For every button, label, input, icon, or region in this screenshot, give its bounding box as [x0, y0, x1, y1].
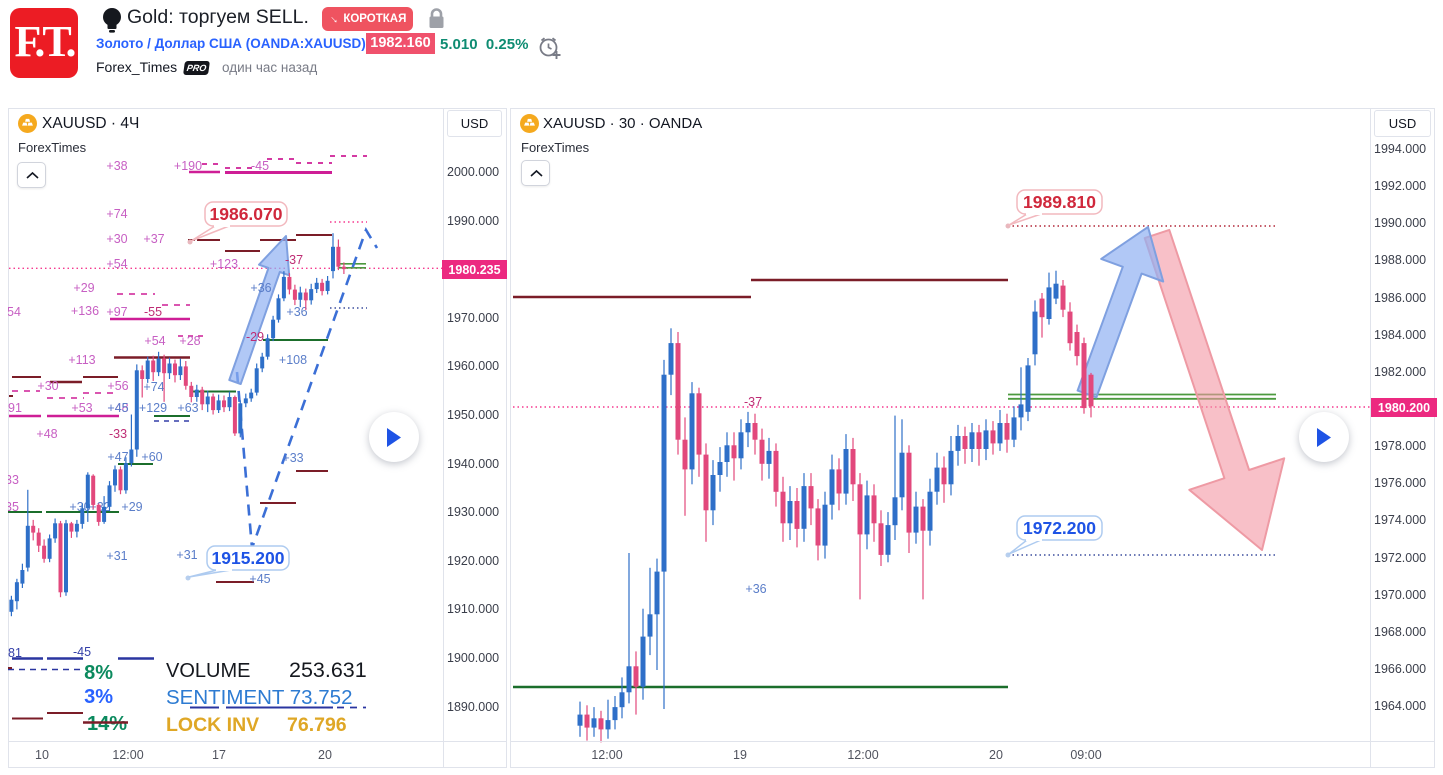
svg-text:+63: +63 — [177, 401, 198, 415]
svg-text:+74: +74 — [106, 207, 127, 221]
svg-text:3%: 3% — [84, 686, 113, 708]
svg-text:+36: +36 — [745, 582, 766, 596]
svg-text:+123: +123 — [210, 257, 238, 271]
svg-text:+136: +136 — [71, 304, 99, 318]
svg-text:SENTIMENT 73.752: SENTIMENT 73.752 — [166, 686, 352, 709]
svg-text:8%: 8% — [84, 662, 113, 684]
svg-text:+36: +36 — [286, 305, 307, 319]
svg-text:76.796: 76.796 — [287, 714, 347, 736]
svg-text:+30: +30 — [69, 500, 90, 514]
svg-text:+29: +29 — [73, 281, 94, 295]
svg-text:LOCK INV: LOCK INV — [166, 714, 259, 736]
svg-text:+60: +60 — [141, 450, 162, 464]
svg-text:+45: +45 — [107, 401, 128, 415]
svg-text:1972.200: 1972.200 — [1023, 518, 1096, 538]
svg-text:+48: +48 — [36, 427, 57, 441]
svg-text:+54: +54 — [144, 334, 165, 348]
svg-text:+31: +31 — [176, 548, 197, 562]
svg-text:33: 33 — [8, 473, 19, 487]
svg-text:253.631: 253.631 — [289, 658, 367, 682]
svg-text:-45: -45 — [251, 159, 269, 173]
svg-text:+53: +53 — [71, 401, 92, 415]
svg-text:+45: +45 — [249, 572, 270, 586]
svg-text:+38: +38 — [106, 159, 127, 173]
svg-text:54: 54 — [8, 305, 21, 319]
svg-text:+30: +30 — [37, 379, 58, 393]
svg-text:+29: +29 — [121, 500, 142, 514]
svg-text:-37: -37 — [744, 395, 762, 409]
svg-text:+190: +190 — [174, 159, 202, 173]
svg-text:+97: +97 — [106, 305, 127, 319]
svg-text:+54: +54 — [106, 257, 127, 271]
svg-text:91: 91 — [8, 401, 22, 415]
svg-text:81: 81 — [8, 646, 22, 660]
svg-text:1986.070: 1986.070 — [210, 204, 283, 224]
svg-text:+31: +31 — [106, 549, 127, 563]
svg-text:+37: +37 — [143, 232, 164, 246]
svg-text:+48: +48 — [107, 401, 128, 415]
svg-text:1989.810: 1989.810 — [1023, 192, 1096, 212]
svg-text:+28: +28 — [179, 334, 200, 348]
svg-text:-33: -33 — [109, 427, 127, 441]
svg-text:1915.200: 1915.200 — [212, 548, 285, 568]
svg-text:+113: +113 — [68, 353, 95, 367]
svg-text:14%: 14% — [87, 713, 127, 735]
svg-text:+47: +47 — [107, 450, 128, 464]
svg-text:-45: -45 — [73, 645, 91, 659]
svg-text:35: 35 — [8, 500, 19, 514]
svg-text:+56: +56 — [107, 379, 128, 393]
svg-text:+74: +74 — [143, 380, 164, 394]
svg-text:-29: -29 — [246, 330, 264, 344]
svg-text:+30: +30 — [106, 232, 127, 246]
svg-text:+108: +108 — [279, 353, 307, 367]
svg-text:-55: -55 — [144, 305, 162, 319]
svg-text:+129: +129 — [139, 401, 167, 415]
svg-text:-37: -37 — [285, 253, 303, 267]
svg-text:+36: +36 — [250, 281, 271, 295]
svg-text:+33: +33 — [282, 451, 303, 465]
svg-text:VOLUME: VOLUME — [166, 660, 250, 682]
